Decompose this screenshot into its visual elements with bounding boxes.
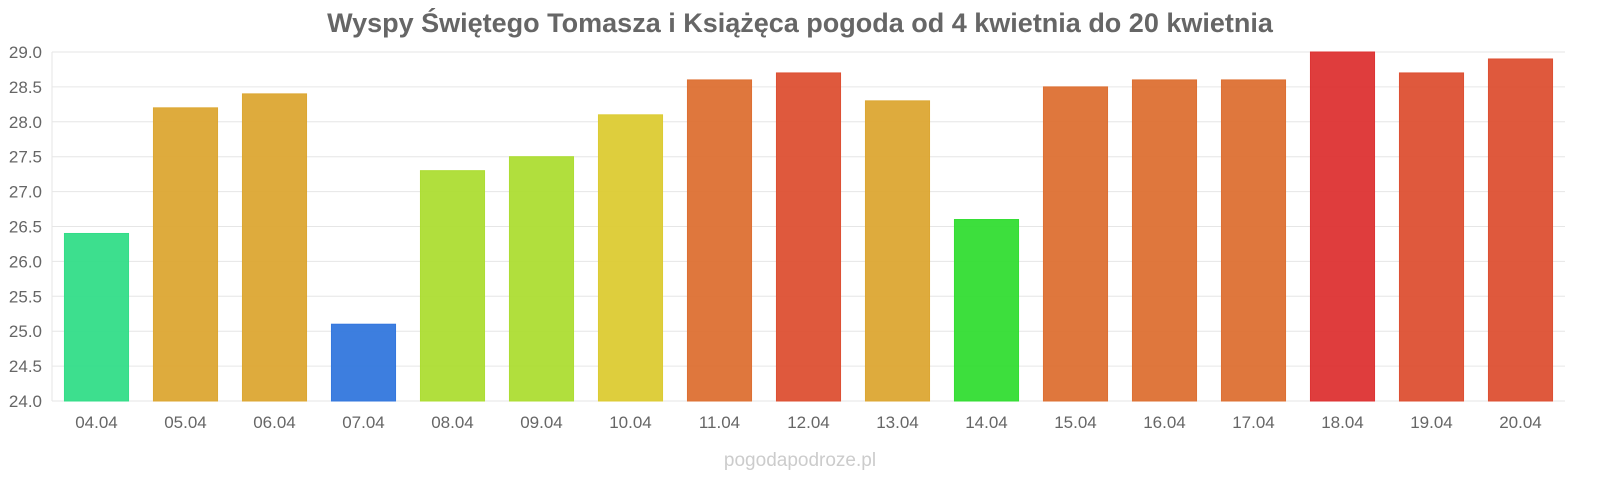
y-tick-label: 24.0 [9,392,42,411]
bar[interactable] [597,114,664,402]
y-tick-label: 29.0 [9,43,42,62]
bar[interactable] [686,79,753,402]
y-tick-label: 28.0 [9,113,42,132]
y-tick-label: 25.0 [9,322,42,341]
x-tick-label: 08.04 [431,413,474,432]
bar[interactable] [419,170,486,402]
x-tick-label: 11.04 [699,413,740,432]
x-tick-label: 13.04 [876,413,919,432]
bar[interactable] [241,93,308,402]
x-tick-label: 04.04 [75,413,118,432]
bar[interactable] [1398,72,1465,402]
bar[interactable] [1220,79,1287,402]
bar[interactable] [1487,58,1554,402]
x-tick-label: 20.04 [1499,413,1542,432]
y-tick-label: 25.5 [9,287,42,306]
bar[interactable] [1042,86,1109,402]
chart-title: Wyspy Świętego Tomasza i Książęca pogoda… [327,8,1273,38]
x-tick-label: 05.04 [164,413,207,432]
y-tick-label: 27.5 [9,148,42,167]
x-tick-label: 18.04 [1321,413,1364,432]
bars-layer [63,51,1554,402]
x-tick-label: 12.04 [787,413,830,432]
bar[interactable] [508,156,575,402]
x-tick-label: 14.04 [965,413,1008,432]
bar[interactable] [330,323,397,402]
x-tick-label: 15.04 [1054,413,1097,432]
y-tick-label: 27.0 [9,183,42,202]
bar[interactable] [152,107,219,402]
bar[interactable] [1131,79,1198,402]
y-tick-label: 26.5 [9,218,42,237]
bar[interactable] [775,72,842,402]
bar[interactable] [1309,51,1376,402]
x-tick-label: 16.04 [1143,413,1186,432]
y-tick-label: 28.5 [9,78,42,97]
axis-layer: 24.0 24.5 25.0 25.5 26.0 26.5 27.0 27.5 28.0 28.5… [9,43,1542,432]
x-tick-label: 07.04 [342,413,385,432]
x-tick-label: 06.04 [253,413,296,432]
bar[interactable] [953,219,1020,402]
bar[interactable] [864,100,931,402]
y-tick-label: 24.5 [9,357,42,376]
x-tick-label: 10.04 [609,413,652,432]
watermark: pogodapodroze.pl [723,450,877,471]
x-tick-label: 19.04 [1410,413,1453,432]
x-tick-label: 17.04 [1232,413,1275,432]
x-tick-label: 09.04 [520,413,563,432]
y-tick-label: 26.0 [9,252,42,271]
bar[interactable] [63,232,130,402]
